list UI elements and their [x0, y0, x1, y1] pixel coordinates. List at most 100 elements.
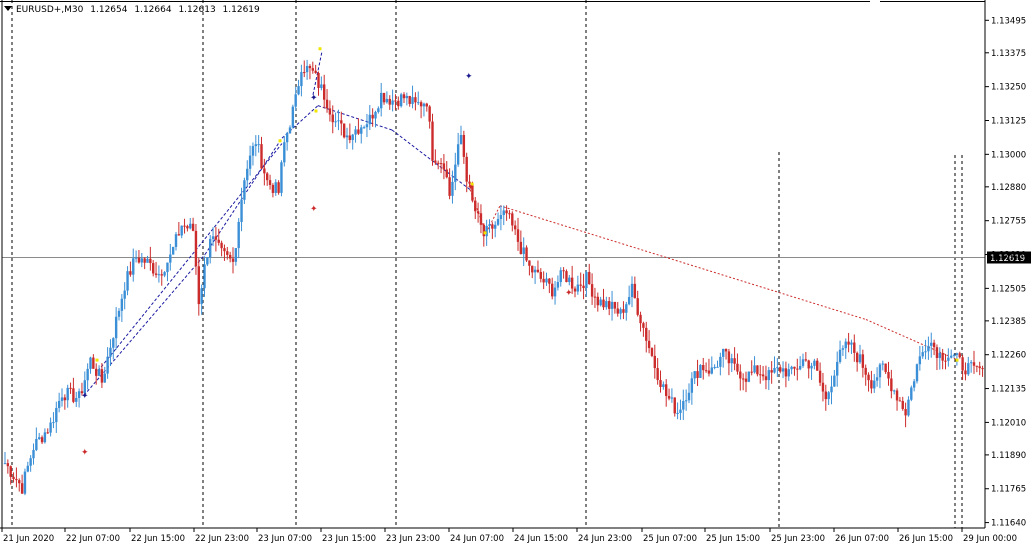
candle-body	[357, 129, 360, 134]
candle-body	[505, 210, 508, 214]
candle-body	[915, 364, 919, 382]
candle-body	[314, 70, 317, 74]
price-tick-label: 1.12505	[991, 284, 1026, 294]
candle-body	[388, 98, 391, 105]
candle-body	[804, 359, 808, 361]
candle-body	[251, 146, 255, 156]
candle-body	[291, 106, 295, 128]
candle-body	[169, 254, 172, 263]
candle-body	[177, 234, 181, 236]
candle-body	[263, 168, 266, 174]
candle-body	[553, 287, 557, 297]
candle-body	[639, 314, 642, 324]
zigzag-blue-segment	[391, 129, 471, 190]
candle-body	[930, 342, 933, 346]
candle-body	[351, 134, 354, 141]
arrow-marker-navy: ✦	[465, 72, 473, 82]
candle-body	[719, 356, 722, 367]
time-tick-label: 25 Jun 23:00	[771, 534, 825, 544]
candle-body	[958, 353, 961, 358]
candle-body	[57, 400, 61, 408]
candle-body	[323, 84, 326, 100]
candle-body	[736, 363, 739, 372]
candle-body	[308, 65, 312, 69]
candle-body	[152, 263, 155, 274]
high-value: 1.12664	[134, 5, 172, 15]
candle-body	[562, 270, 565, 272]
candle-body	[419, 102, 423, 107]
chart-menu-triangle-icon[interactable]	[4, 6, 12, 11]
candle-body	[248, 155, 252, 169]
candle-body	[884, 363, 887, 372]
candle-body	[60, 397, 64, 401]
candle-body	[465, 156, 468, 182]
candle-body	[260, 144, 263, 169]
period-separators	[11, 0, 963, 528]
candle-body	[747, 371, 751, 382]
price-tick-label: 1.13125	[991, 116, 1026, 126]
candle-body	[451, 181, 454, 196]
current-price-label: 1.12619	[990, 254, 1025, 264]
arrow-marker-red: ✦	[565, 288, 573, 298]
time-tick-label: 24 Jun 15:00	[514, 534, 568, 544]
candle-body	[425, 103, 428, 107]
candle-body	[120, 298, 124, 311]
candle-body	[756, 365, 759, 375]
candle-body	[605, 301, 608, 308]
low-value: 1.12613	[178, 5, 216, 15]
candle-body	[234, 248, 238, 262]
candles	[3, 59, 984, 496]
candle-body	[508, 213, 511, 215]
time-tick-label: 25 Jun 15:00	[706, 534, 760, 544]
candle-body	[397, 100, 400, 107]
candle-body	[365, 124, 369, 128]
candle-body	[86, 368, 89, 381]
candle-body	[730, 358, 733, 364]
candle-body	[174, 234, 178, 247]
candle-body	[559, 270, 562, 283]
candle-body	[904, 408, 907, 416]
candle-body	[171, 246, 175, 255]
candle-body	[551, 283, 554, 297]
candle-body	[437, 162, 440, 164]
candle-body	[702, 364, 705, 371]
arrow-marker-red: ✦	[81, 448, 89, 458]
candle-body	[194, 230, 198, 267]
candle-body	[411, 97, 414, 104]
candle-body	[679, 409, 682, 413]
candle-body	[579, 284, 582, 286]
candle-body	[650, 348, 654, 356]
candle-body	[266, 173, 269, 181]
candle-body	[759, 374, 762, 376]
candle-body	[727, 351, 731, 364]
candle-body	[901, 400, 904, 409]
candle-body	[3, 463, 7, 465]
candle-body	[861, 354, 865, 368]
candle-body	[479, 213, 483, 225]
candle-body	[784, 368, 788, 377]
candle-body	[456, 144, 460, 165]
candle-body	[223, 248, 226, 252]
candle-body	[112, 338, 115, 348]
time-tick-label: 23 Jun 07:00	[258, 534, 312, 544]
candle-body	[129, 271, 132, 275]
candle-body	[246, 168, 249, 181]
candle-body	[402, 94, 406, 99]
arrow-marker-navy: ✦	[81, 391, 89, 401]
candle-body	[417, 102, 420, 104]
candle-body	[858, 354, 862, 363]
candle-body	[599, 299, 602, 306]
candle-body	[684, 400, 688, 402]
candle-body	[568, 277, 571, 283]
price-tick-label: 1.12755	[991, 217, 1026, 227]
candle-body	[653, 355, 656, 369]
candle-body	[975, 365, 979, 367]
candle-body	[542, 278, 545, 283]
candle-body	[841, 348, 845, 350]
candle-body	[203, 264, 206, 289]
candle-body	[146, 258, 149, 263]
zigzag-blue-segment	[83, 254, 206, 396]
candle-body	[827, 392, 830, 400]
